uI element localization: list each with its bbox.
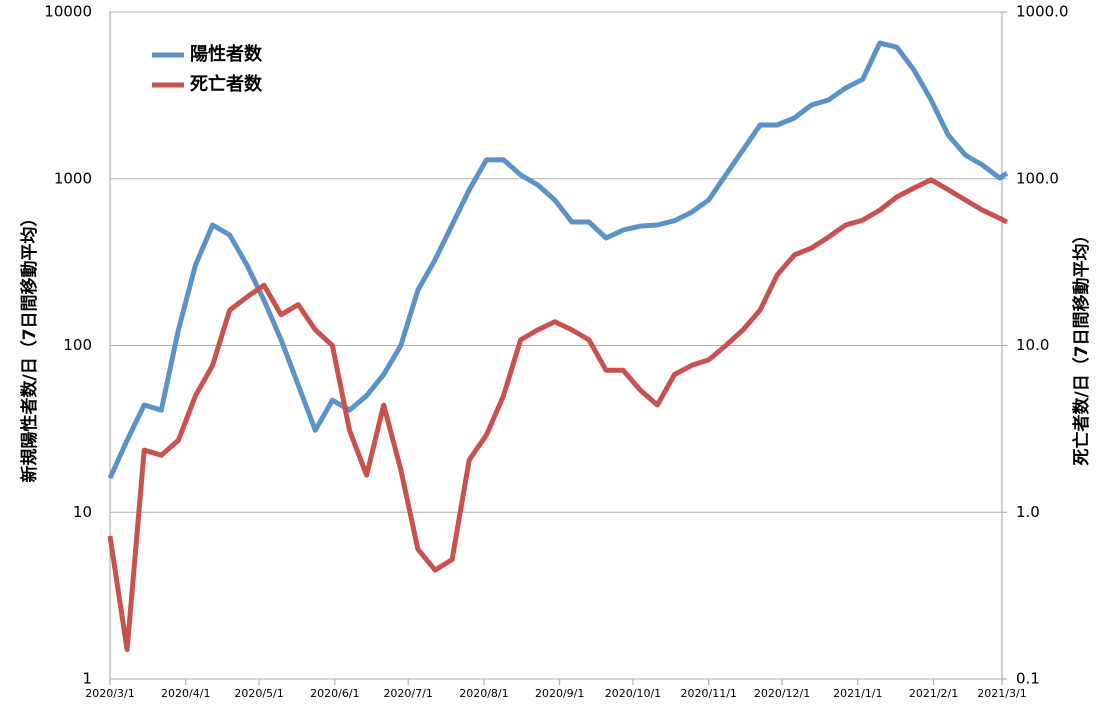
- series-line: [107, 177, 1009, 653]
- x-tick-label: 2021/1/1: [833, 687, 882, 700]
- legend-label: 陽性者数: [190, 43, 263, 65]
- x-tick-label: 2020/9/1: [535, 687, 584, 700]
- x-tick-label: 2020/12/1: [754, 687, 810, 700]
- x-tick-label: 2020/11/1: [681, 687, 737, 700]
- series-line: [107, 40, 1009, 480]
- y-tick-label: 1000: [54, 169, 92, 187]
- y2-tick-label: 100.0: [1016, 169, 1059, 187]
- y-tick-label: 1: [82, 670, 92, 688]
- y2-tick-label: 10.0: [1016, 336, 1049, 354]
- x-tick-label: 2020/8/1: [459, 687, 508, 700]
- x-tick-label: 2020/7/1: [383, 687, 432, 700]
- x-tick-label: 2020/5/1: [234, 687, 283, 700]
- legend-label: 死亡者数: [190, 73, 263, 95]
- y-tick-label: 10000: [44, 3, 92, 21]
- y2-axis-label: 死亡者数/日（7日間移動平均）: [1071, 226, 1092, 465]
- x-tick-label: 2020/3/1: [85, 687, 134, 700]
- y2-tick-label: 1000.0: [1016, 3, 1069, 21]
- x-tick-label: 2021/2/1: [909, 687, 958, 700]
- y-tick-label: 10: [73, 503, 92, 521]
- x-tick-label: 2020/10/1: [605, 687, 661, 700]
- x-tick-label: 2020/4/1: [161, 687, 210, 700]
- x-tick-label: 2021/3/1: [977, 687, 1026, 700]
- x-tick-label: 2020/6/1: [310, 687, 359, 700]
- y-axis-label: 新規陽性者数/日（7日間移動平均）: [19, 209, 40, 482]
- y-tick-label: 100: [63, 336, 92, 354]
- y2-tick-label: 0.1: [1016, 670, 1040, 688]
- y2-tick-label: 1.0: [1016, 503, 1040, 521]
